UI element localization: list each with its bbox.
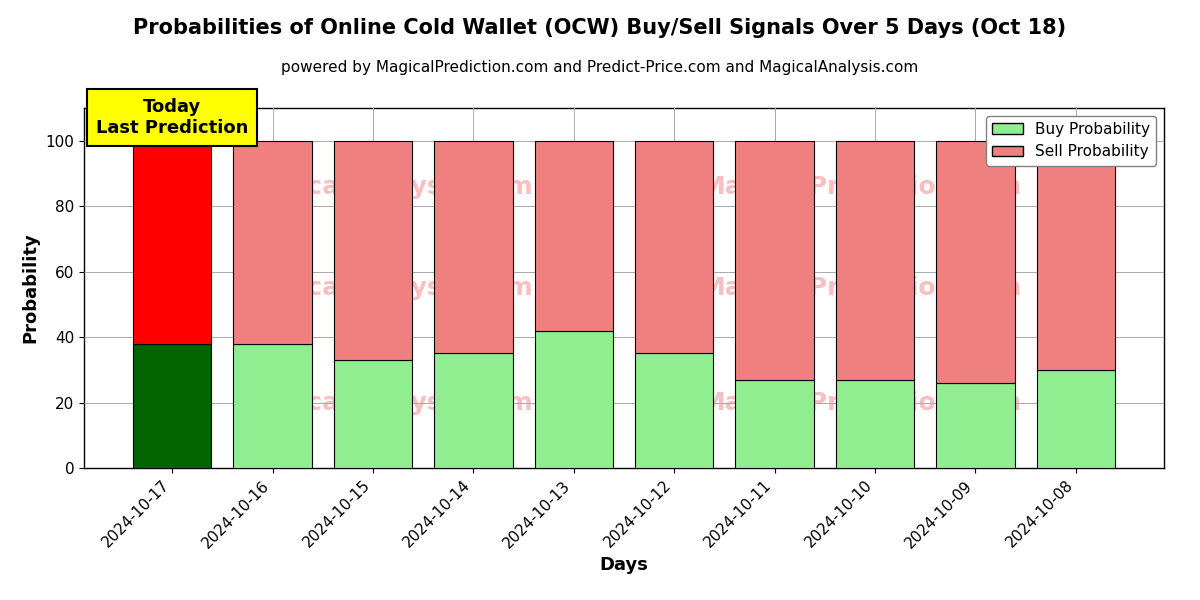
- Bar: [334, 360, 412, 468]
- Bar: [836, 141, 914, 380]
- Text: Today
Last Prediction: Today Last Prediction: [96, 98, 248, 137]
- Bar: [434, 141, 512, 353]
- Text: MagicalPrediction.com: MagicalPrediction.com: [701, 391, 1022, 415]
- Bar: [535, 141, 613, 331]
- Bar: [936, 141, 1014, 383]
- Bar: [434, 353, 512, 468]
- Bar: [635, 141, 713, 353]
- Bar: [133, 141, 211, 344]
- Bar: [1037, 141, 1115, 370]
- Bar: [234, 141, 312, 344]
- Legend: Buy Probability, Sell Probability: Buy Probability, Sell Probability: [986, 116, 1157, 166]
- Bar: [234, 344, 312, 468]
- Text: MagicalPrediction.com: MagicalPrediction.com: [701, 276, 1022, 300]
- Bar: [736, 141, 814, 380]
- Bar: [936, 383, 1014, 468]
- Bar: [133, 344, 211, 468]
- Bar: [836, 380, 914, 468]
- Text: MagicalAnalysis.com: MagicalAnalysis.com: [240, 175, 533, 199]
- Bar: [736, 380, 814, 468]
- Text: Probabilities of Online Cold Wallet (OCW) Buy/Sell Signals Over 5 Days (Oct 18): Probabilities of Online Cold Wallet (OCW…: [133, 18, 1067, 38]
- Text: powered by MagicalPrediction.com and Predict-Price.com and MagicalAnalysis.com: powered by MagicalPrediction.com and Pre…: [281, 60, 919, 75]
- Text: MagicalAnalysis.com: MagicalAnalysis.com: [240, 391, 533, 415]
- Text: MagicalPrediction.com: MagicalPrediction.com: [701, 175, 1022, 199]
- Text: MagicalAnalysis.com: MagicalAnalysis.com: [240, 276, 533, 300]
- Bar: [334, 141, 412, 360]
- Y-axis label: Probability: Probability: [22, 233, 40, 343]
- Bar: [635, 353, 713, 468]
- Bar: [535, 331, 613, 468]
- X-axis label: Days: Days: [600, 556, 648, 574]
- Bar: [1037, 370, 1115, 468]
